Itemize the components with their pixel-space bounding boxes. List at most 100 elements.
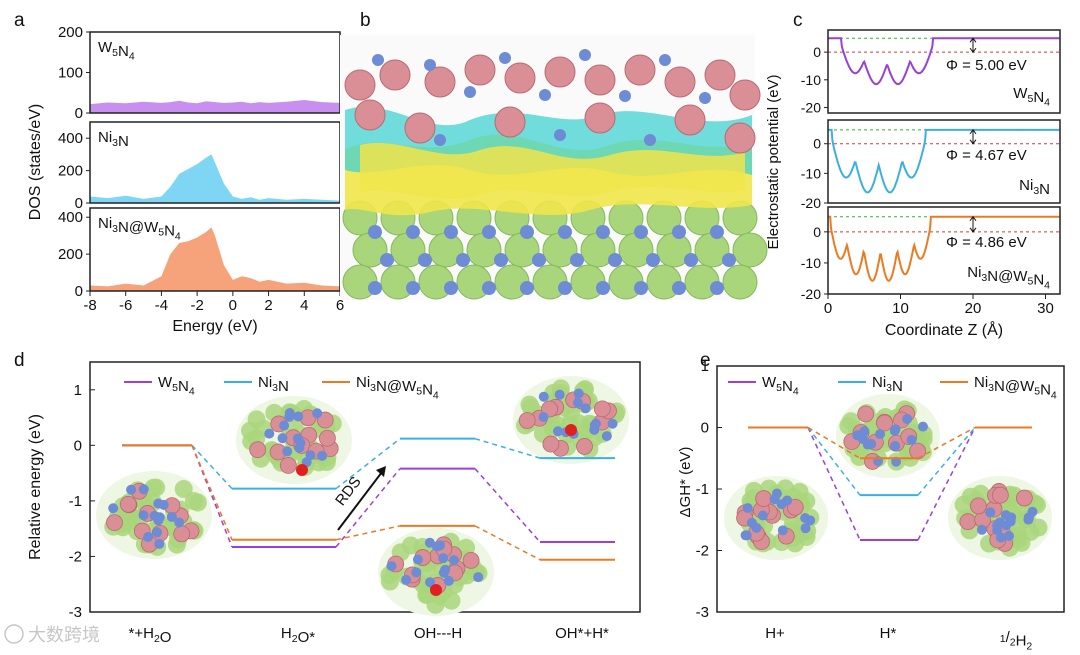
w-atom [674, 104, 706, 136]
cluster-n-atom [994, 517, 1005, 528]
potential-ytick-label: 0 [813, 224, 821, 240]
cluster-n-atom [992, 525, 1003, 536]
cluster-n-atom [412, 554, 423, 565]
cluster-n-atom [149, 510, 160, 521]
potential-xtick-label: 10 [892, 300, 909, 317]
potential-ytick-label: -20 [801, 195, 821, 211]
dos-xtick-label: -4 [155, 297, 168, 314]
cluster-n-atom [424, 537, 435, 548]
n-atom-top [372, 54, 384, 66]
cluster-o-atom [430, 584, 442, 596]
n-atom [494, 253, 508, 267]
n-atom-top [619, 90, 631, 102]
cluster-n-atom [776, 499, 787, 510]
cluster-n-atom [1006, 512, 1017, 523]
cluster-n-atom [305, 450, 316, 461]
legend-label: W5N4 [762, 374, 799, 398]
w-atom [344, 69, 376, 101]
cluster-w-atom [518, 412, 536, 429]
energy-category-label: *+H2O [129, 625, 172, 646]
watermark-text: 大数跨境 [28, 625, 100, 645]
cluster-w-atom [1015, 489, 1033, 507]
hydrogen-ylabel: ΔGH* (eV) [677, 447, 694, 518]
dos-area-2 [90, 227, 340, 291]
n-atom [634, 281, 648, 295]
dos-ytick-label: 400 [58, 209, 83, 226]
dos-xlabel: Energy (eV) [172, 318, 257, 335]
cluster-n-atom [425, 577, 436, 588]
arrowhead [969, 47, 977, 53]
potential-ytick-label: 0 [813, 136, 821, 152]
n-atom-top [539, 89, 551, 101]
cluster-o-atom [296, 464, 308, 476]
n-atom [570, 253, 584, 267]
cluster-ni-atom [842, 412, 861, 431]
cluster-ni-atom [850, 447, 869, 466]
n-atom [684, 253, 698, 267]
potential-xtick-label: 0 [824, 300, 832, 317]
cluster-n-atom [138, 510, 149, 521]
w-atom [464, 54, 496, 86]
w-atom [379, 59, 411, 91]
legend-label: Ni3N@W5N4 [974, 374, 1057, 401]
energy-category-label: H2O* [281, 625, 315, 646]
cluster-w-atom [876, 414, 893, 432]
cluster-ni-atom [401, 536, 420, 555]
cluster-n-atom [890, 440, 901, 451]
n-atom [710, 225, 724, 239]
cluster-w-atom [106, 514, 123, 532]
cluster-ni-atom [174, 480, 193, 499]
cluster-n-atom [108, 503, 119, 514]
energy-ylabel: Relative energy (eV) [27, 414, 44, 560]
cluster-n-atom [294, 442, 305, 453]
hydrogen-diagram: W5N4 Ni3N Ni3N@W5N4 1 0 -1 -2 -3 H+ H* 1/2H2 ΔGH* (… [677, 358, 1065, 652]
arrowhead [969, 215, 977, 222]
w-atom [424, 66, 456, 98]
dos-ytick-label: 0 [75, 105, 83, 122]
structure-image [340, 35, 768, 300]
n-atom [368, 225, 382, 239]
cluster-n-atom [279, 420, 290, 431]
dos-ylabel: DOS (states/eV) [27, 104, 44, 220]
work-function-label: Φ = 5.00 eV [946, 57, 1027, 74]
w-atom [624, 54, 656, 86]
cluster-w-atom [249, 441, 267, 459]
cluster-n-atom [607, 418, 618, 429]
n-atom [634, 225, 648, 239]
w-atom [584, 64, 616, 96]
cluster-n-atom [284, 408, 295, 419]
cluster-n-atom [538, 412, 549, 423]
arrowhead [969, 227, 977, 233]
dos-series-label: Ni3N [98, 129, 129, 150]
hydrogen-ytick-label: 0 [701, 420, 709, 437]
hydrogen-category-label: H+ [765, 625, 785, 642]
n-atom [368, 281, 382, 295]
legend-label: Ni3N [872, 374, 903, 395]
cluster-w-atom [542, 435, 560, 453]
potential-line-0 [828, 37, 1060, 86]
n-atom [380, 253, 394, 267]
w-atom [704, 59, 736, 91]
dos-ytick-label: 200 [58, 24, 83, 41]
cluster-n-atom [805, 515, 816, 526]
dos-xtick-label: 0 [229, 297, 237, 314]
cluster-n-atom [742, 503, 753, 514]
energy-category-label: OH*+H* [555, 625, 609, 642]
w-atom [664, 66, 696, 98]
n-atom [444, 281, 458, 295]
dos-xtick-label: 4 [300, 297, 308, 314]
potential-ylabel: Electrostatic potential (eV) [765, 74, 782, 249]
n-atom-top [424, 59, 436, 71]
cluster-n-atom [440, 564, 451, 575]
hydrogen-category-label: H* [880, 625, 897, 642]
dos-ytick-label: 400 [58, 130, 83, 147]
cluster-w-atom [593, 400, 611, 418]
ni-atom [722, 264, 758, 300]
cluster-n-atom [401, 574, 412, 585]
panel-letter-b: b [360, 10, 371, 31]
watermark: 大数跨境 [4, 624, 100, 645]
cluster-w-atom [119, 495, 137, 513]
n-atom [596, 225, 610, 239]
potential-ytick-label: -10 [801, 72, 821, 88]
dos-xtick-label: -6 [119, 297, 132, 314]
